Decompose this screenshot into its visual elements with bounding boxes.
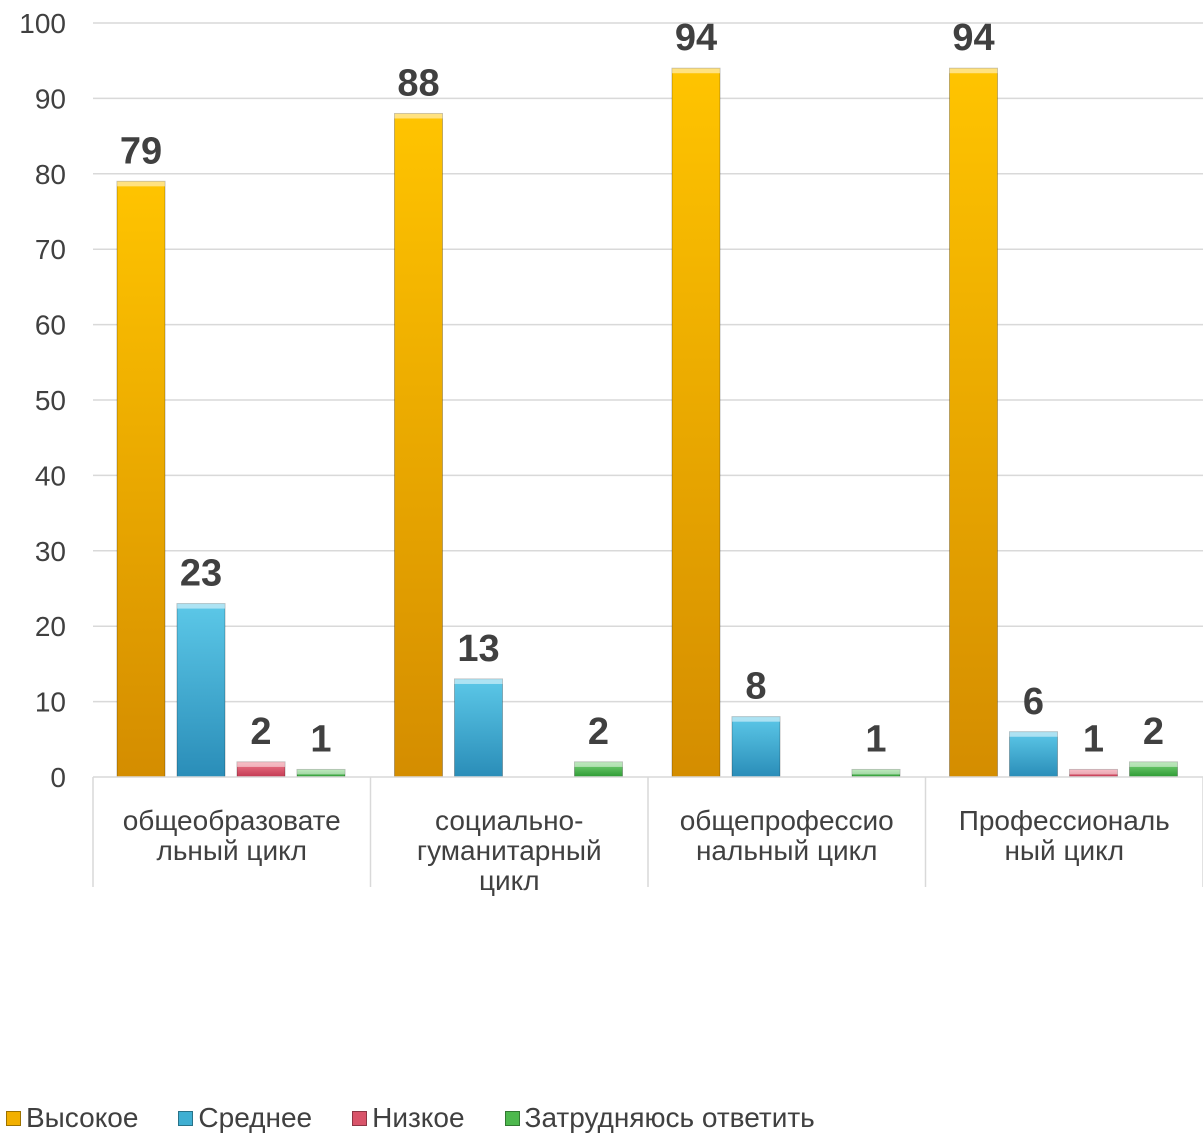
- data-label: 1: [865, 718, 886, 760]
- legend-swatch: [352, 1110, 368, 1126]
- bar-highlight: [949, 68, 998, 74]
- bar-1-2: [394, 112, 443, 778]
- y-tick-label: 60: [35, 310, 66, 341]
- legend-item: Затрудняюсь ответить: [504, 1102, 815, 1134]
- legend-label: Высокое: [26, 1102, 139, 1133]
- bar-highlight: [852, 769, 900, 775]
- y-tick-label: 20: [35, 611, 66, 642]
- data-label: 94: [952, 17, 994, 59]
- data-label: 2: [250, 711, 271, 753]
- legend-label: Низкое: [372, 1102, 465, 1133]
- bar-highlight: [574, 761, 623, 767]
- legend-item: Низкое: [352, 1102, 465, 1134]
- y-tick-label: 90: [35, 83, 66, 114]
- bar-highlight: [732, 716, 780, 722]
- bar-2-2: [454, 678, 503, 778]
- category-label: нальный цикл: [696, 835, 878, 866]
- legend-swatch: [178, 1110, 194, 1126]
- legend: Высокое Среднее Низкое Затрудняюсь ответить: [6, 1100, 855, 1136]
- category-label: цикл: [479, 865, 540, 896]
- data-label: 2: [1143, 711, 1164, 753]
- category-label: общепрофессио: [680, 805, 894, 836]
- data-label: 2: [588, 711, 609, 753]
- bar-highlight: [237, 761, 285, 767]
- bar-1-4: [949, 67, 998, 778]
- legend-swatch: [6, 1110, 21, 1126]
- data-label: 23: [180, 553, 222, 595]
- category-label: гуманитарный: [417, 835, 602, 866]
- data-label: 13: [457, 628, 499, 670]
- data-label: 1: [1083, 718, 1104, 760]
- y-tick-label: 40: [35, 460, 66, 491]
- category-label: Профессиональ: [959, 805, 1170, 836]
- bar-highlight: [1069, 769, 1118, 775]
- gridlines: [93, 22, 1203, 703]
- data-label: 6: [1023, 681, 1044, 723]
- legend-item: Среднее: [178, 1102, 312, 1134]
- category-label: социально-: [435, 805, 583, 836]
- bar-highlight: [1009, 731, 1058, 737]
- bar-highlight: [1129, 761, 1178, 767]
- bar-1-3: [671, 67, 721, 778]
- data-label: 8: [745, 666, 766, 708]
- category-label: ный цикл: [1004, 835, 1124, 866]
- bar-1-1: [116, 180, 166, 778]
- data-label: 79: [120, 130, 162, 172]
- data-label: 94: [675, 17, 717, 59]
- bar-2-3: [731, 716, 781, 778]
- y-tick-label: 50: [35, 385, 66, 416]
- bars: [116, 67, 1178, 778]
- data-label: 1: [310, 718, 331, 760]
- bar-highlight: [177, 603, 225, 609]
- bar-highlight: [454, 678, 503, 684]
- legend-swatch: [504, 1110, 520, 1126]
- bar-highlight: [672, 68, 720, 74]
- y-tick-label: 10: [35, 687, 66, 718]
- category-label: общеобразовате: [123, 805, 341, 836]
- y-tick-label: 100: [19, 8, 66, 39]
- y-tick-label: 0: [50, 762, 66, 793]
- bar-highlight: [394, 113, 443, 119]
- y-tick-label: 70: [35, 234, 66, 265]
- y-tick-label: 30: [35, 536, 66, 567]
- legend-label: Среднее: [198, 1102, 313, 1133]
- y-axis: 0 10 20 30 40 50 60 70 80 90 100: [19, 8, 66, 793]
- legend-item: Высокое: [6, 1102, 138, 1134]
- category-label: льный цикл: [156, 835, 307, 866]
- bar-highlight: [117, 181, 165, 187]
- data-label: 88: [397, 62, 439, 104]
- legend-label: Затрудняюсь ответить: [524, 1102, 815, 1133]
- bar-highlight: [297, 769, 345, 775]
- y-tick-label: 80: [35, 159, 66, 190]
- bar-2-1: [176, 603, 226, 778]
- bar-2-4: [1009, 731, 1058, 778]
